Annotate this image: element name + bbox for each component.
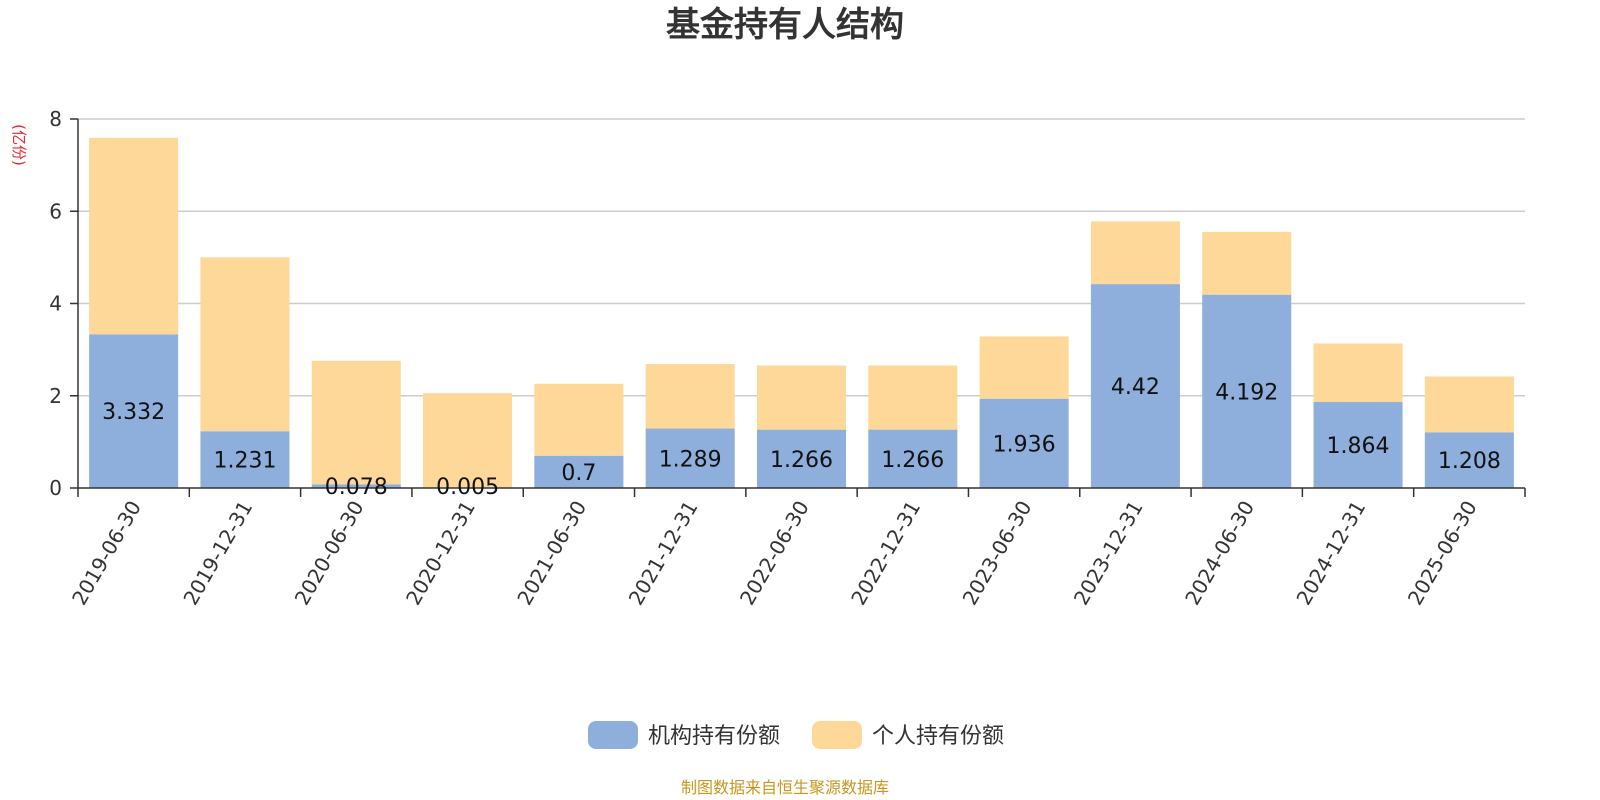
bar-segment[interactable] <box>1090 284 1180 488</box>
x-tick-label: 2020-06-30 <box>290 497 369 610</box>
bars <box>89 137 1514 488</box>
bar-segment[interactable] <box>1313 402 1403 488</box>
source-note: 制图数据来自恒生聚源数据库 <box>681 778 889 797</box>
legend-item[interactable]: 个人持有份额 <box>812 721 1004 749</box>
data-label: 1.864 <box>1327 434 1390 459</box>
data-label: 1.208 <box>1438 449 1501 474</box>
legend-item[interactable]: 机构持有份额 <box>588 721 780 749</box>
x-tick-label: 2022-06-30 <box>735 497 814 610</box>
y-tick-label: 2 <box>49 384 62 408</box>
bar-segment[interactable] <box>756 365 847 430</box>
y-tick-label: 8 <box>49 107 62 131</box>
data-label: 0.7 <box>561 461 596 486</box>
bar-segment[interactable] <box>423 393 513 488</box>
y-axis-unit: (亿份) <box>10 124 28 166</box>
y-tick-label: 0 <box>49 476 62 500</box>
bar-segment[interactable] <box>979 336 1069 399</box>
data-label: 1.231 <box>213 449 276 474</box>
legend-label: 机构持有份额 <box>648 724 780 749</box>
bar-segment[interactable] <box>89 137 179 335</box>
legend[interactable]: 机构持有份额 个人持有份额 <box>588 721 1004 749</box>
bar-segment[interactable] <box>311 360 401 485</box>
bar-segment[interactable] <box>311 484 401 488</box>
bar-segment[interactable] <box>868 365 958 430</box>
data-label: 3.332 <box>102 400 165 425</box>
grid-lines <box>78 118 1525 397</box>
x-tick-label: 2019-12-31 <box>178 497 257 610</box>
x-tick-label: 2025-06-30 <box>1403 497 1482 610</box>
bar-segment[interactable] <box>200 257 290 432</box>
data-label: 1.936 <box>993 432 1056 457</box>
bar-segment[interactable] <box>200 431 290 488</box>
bar-segment[interactable] <box>645 363 735 429</box>
legend-label: 个人持有份额 <box>872 724 1004 749</box>
data-labels: 3.332 1.231 0.078 0.005 0.7 1.289 1.266 1.266 1.… <box>102 375 1501 500</box>
x-tick-label: 2023-12-31 <box>1069 497 1148 610</box>
x-tick-label: 2021-12-31 <box>624 497 703 610</box>
bar-segment[interactable] <box>1202 231 1292 295</box>
bar-segment[interactable] <box>979 398 1069 488</box>
bar-segment[interactable] <box>534 455 624 488</box>
data-label: 1.266 <box>770 448 833 473</box>
data-label: 1.266 <box>881 448 944 473</box>
bar-segment[interactable] <box>1424 432 1514 488</box>
y-tick-label: 6 <box>49 199 62 223</box>
bar-segment[interactable] <box>534 383 624 456</box>
x-tick-label: 2024-12-31 <box>1291 497 1370 610</box>
chart-title: 基金持有人结构 <box>666 5 904 45</box>
x-tick-label: 2021-06-30 <box>512 497 591 610</box>
x-tick-label: 2024-06-30 <box>1180 497 1259 610</box>
bar-segment[interactable] <box>868 429 958 488</box>
bar-segment[interactable] <box>1313 343 1403 403</box>
bar-segment[interactable] <box>1202 294 1292 488</box>
x-tick-label: 2022-12-31 <box>846 496 925 609</box>
data-label: 1.289 <box>659 447 722 472</box>
data-label: 4.192 <box>1215 380 1278 405</box>
data-label: 4.42 <box>1111 375 1160 400</box>
legend-swatch <box>812 721 862 749</box>
bar-segment[interactable] <box>756 429 847 488</box>
data-label: 0.078 <box>325 475 388 500</box>
data-label: 0.005 <box>436 475 499 500</box>
legend-swatch <box>588 721 638 749</box>
bar-segment[interactable] <box>645 428 735 488</box>
bar-segment[interactable] <box>1090 221 1180 285</box>
x-tick-label: 2020-12-31 <box>401 496 480 609</box>
bar-segment[interactable] <box>1424 376 1514 433</box>
x-tick-label: 2023-06-30 <box>958 497 1037 610</box>
x-tick-label: 2019-06-30 <box>67 497 146 610</box>
y-tick-label: 4 <box>49 292 62 316</box>
bar-segment[interactable] <box>89 334 179 488</box>
